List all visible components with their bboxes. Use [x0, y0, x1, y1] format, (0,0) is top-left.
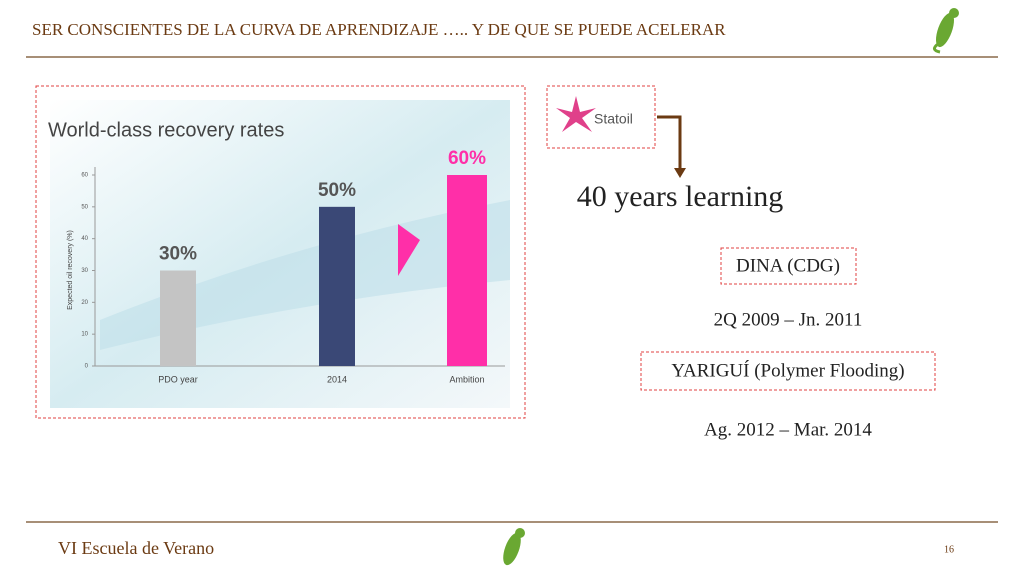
- chart: World-class recovery rates Expected oil r…: [48, 119, 505, 384]
- logo-lizard: [933, 8, 959, 54]
- value-label: 30%: [159, 244, 197, 265]
- project-name: YARIGUÍ (Polymer Flooding): [671, 359, 904, 381]
- decor-arrow: [398, 224, 420, 276]
- footer-lizard: [503, 528, 525, 566]
- value-label: 50%: [318, 180, 356, 201]
- chart-title: World-class recovery rates: [48, 119, 284, 141]
- connector: [657, 115, 682, 170]
- value-label: 60%: [448, 148, 486, 169]
- connector-head: [674, 168, 686, 178]
- x-tick-label: Ambition: [449, 374, 484, 384]
- y-tick-label: 10: [81, 332, 88, 338]
- project-frame: [720, 247, 857, 285]
- y-tick-label: 40: [81, 236, 88, 242]
- y-tick-label: 50: [81, 204, 88, 210]
- x-tick-label: 2014: [327, 374, 347, 384]
- bar: [160, 270, 196, 366]
- headline: 40 years learning: [577, 180, 784, 213]
- project-period: Ag. 2012 – Mar. 2014: [704, 419, 872, 440]
- bar: [319, 206, 355, 366]
- slide-title: SER CONSCIENTES DE LA CURVA DE APRENDIZA…: [32, 20, 726, 39]
- footer-text: VI Escuela de Verano: [58, 538, 214, 558]
- y-tick-label: 0: [85, 364, 89, 370]
- page-number: 16: [944, 544, 954, 555]
- x-tick-label: PDO year: [158, 374, 198, 384]
- y-tick-label: 20: [81, 300, 88, 306]
- bar: [447, 175, 487, 366]
- project-period: 2Q 2009 – Jn. 2011: [714, 309, 863, 330]
- image-frame: [35, 85, 526, 419]
- logo-text: Statoil: [594, 111, 633, 127]
- y-axis-label: Expected oil recovery (%): [67, 230, 74, 310]
- y-tick-label: 60: [81, 173, 88, 179]
- project-name: DINA (CDG): [736, 255, 840, 276]
- statoil-star: [556, 96, 596, 132]
- y-tick-label: 30: [81, 268, 88, 274]
- project-frame: [640, 351, 936, 391]
